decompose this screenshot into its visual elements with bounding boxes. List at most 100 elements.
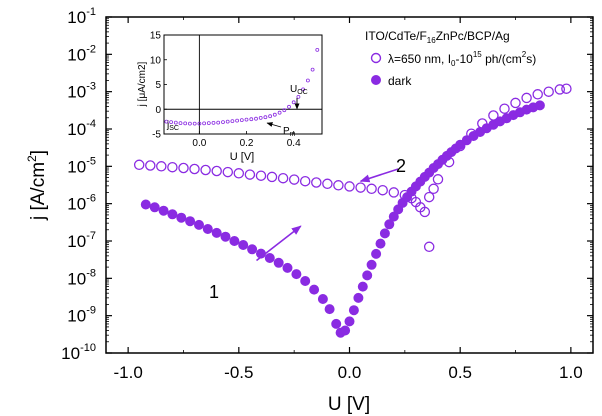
dark-point — [274, 258, 283, 267]
y-tick-labels: 10-10 10-9 10-8 10-7 10-6 10-5 10-4 10-3 10-2 10-… — [61, 6, 96, 363]
dark-point — [358, 282, 367, 291]
illuminated-point — [190, 164, 199, 173]
illuminated-point — [290, 175, 299, 184]
illuminated-point — [522, 93, 531, 102]
inset-y-tick-label: -5 — [152, 130, 161, 141]
legend-title: ITO/CdTe/F16ZnPc/BCP/Ag — [365, 29, 510, 45]
illuminated-point — [267, 172, 276, 181]
dark-point — [248, 245, 257, 254]
dark-point — [186, 217, 195, 226]
dark-point — [230, 236, 239, 245]
inset-y-tick-label: 5 — [155, 80, 161, 91]
illuminated-point — [212, 166, 221, 175]
series-dark — [141, 101, 544, 338]
annotation-arrow-1 — [257, 226, 301, 260]
illuminated-point — [533, 90, 542, 99]
inset-chart: -5 0 5 10 15 0.0 0.2 0.4 U [V] j [μA/cm2] jSC U… — [137, 31, 322, 164]
y-tick-label: 10-10 — [61, 342, 96, 363]
dark-point — [345, 317, 354, 326]
illuminated-point — [511, 98, 520, 107]
illuminated-point — [433, 175, 442, 184]
illuminated-point — [334, 181, 343, 190]
illuminated-point — [356, 183, 365, 192]
legend-title-c: ZnPc/BCP/Ag — [436, 29, 510, 43]
x-axis-label: U [V] — [328, 394, 370, 415]
dark-point — [325, 305, 334, 314]
illuminated-point — [389, 188, 398, 197]
dark-point — [168, 210, 177, 219]
dark-point — [367, 260, 376, 269]
dark-point — [212, 228, 221, 237]
dark-point — [332, 319, 341, 328]
illuminated-point — [135, 160, 144, 169]
inset-y-tick-label: 15 — [150, 31, 162, 42]
dark-point — [354, 293, 363, 302]
inset-x-tick-label: 0.2 — [240, 138, 254, 149]
illuminated-point — [168, 163, 177, 172]
legend-entry-illuminated: λ=650 nm, I0-1015 ph/(cm2s) — [388, 50, 536, 68]
legend-title-a: ITO/CdTe/F — [365, 29, 427, 43]
dark-point — [177, 213, 186, 222]
y-tick-label: 10-8 — [67, 267, 96, 288]
dark-point — [159, 206, 168, 215]
isc-sub: SC — [169, 125, 179, 132]
legend-entry-1-a: λ=650 nm, I — [388, 52, 451, 66]
illuminated-point — [179, 163, 188, 172]
y-tick-label: 10-2 — [67, 43, 96, 64]
y-tick-label: 10-1 — [67, 6, 96, 27]
arrow-label-1: 1 — [209, 282, 219, 302]
illuminated-point — [256, 171, 265, 180]
y-axis-label-close: ] — [28, 150, 49, 155]
dark-point — [363, 271, 372, 280]
illuminated-point — [201, 165, 210, 174]
legend-marker-illuminated — [372, 54, 381, 63]
dark-point — [372, 249, 381, 258]
dark-point — [265, 253, 274, 262]
illuminated-point — [429, 184, 438, 193]
dark-point — [292, 270, 301, 279]
x-tick-labels: -1.0 -0.5 0.0 0.5 1.0 — [113, 363, 582, 382]
legend-entry-1-c: -10 — [456, 52, 474, 66]
dark-point — [221, 232, 230, 241]
dark-point — [310, 285, 319, 294]
series-illuminated-outlier — [425, 242, 434, 251]
y-tick-label: 10-4 — [67, 118, 96, 139]
y-tick-label: 10-6 — [67, 193, 96, 214]
inset-x-tick-label: 0.0 — [192, 138, 206, 149]
y-tick-label: 10-7 — [67, 230, 96, 251]
dark-point — [301, 276, 310, 285]
illuminated-point — [323, 179, 332, 188]
pm-sub: m — [290, 131, 296, 138]
dark-point — [203, 224, 212, 233]
illuminated-point — [367, 184, 376, 193]
illuminated-point — [234, 169, 243, 178]
y-tick-label: 10-3 — [67, 81, 96, 102]
legend-marker-dark — [372, 76, 381, 85]
illuminated-point — [345, 182, 354, 191]
inset-x-axis-label: U [V] — [230, 151, 254, 163]
illuminated-point — [301, 177, 310, 186]
x-tick-label: 0.0 — [338, 363, 362, 382]
dark-point — [376, 239, 385, 248]
y-axis-label-main: j [A/cm — [28, 162, 49, 221]
dark-point — [318, 294, 327, 303]
illuminated-point — [378, 186, 387, 195]
arrow-label-2: 2 — [396, 156, 406, 176]
y-tick-label: 10-9 — [67, 305, 96, 326]
inset-y-axis-label: j [μA/cm2] — [137, 61, 148, 107]
legend: ITO/CdTe/F16ZnPc/BCP/Ag λ=650 nm, I0-101… — [365, 29, 536, 88]
legend-entry-1-e: ph/(cm — [482, 52, 522, 66]
dark-point — [141, 200, 150, 209]
x-tick-label: 1.0 — [559, 363, 583, 382]
legend-entry-1-g: s) — [526, 52, 536, 66]
illuminated-point — [245, 170, 254, 179]
illuminated-point — [312, 178, 321, 187]
illuminated-point — [223, 168, 232, 177]
dark-point — [341, 326, 350, 335]
y-axis-label: j [A/cm2] — [25, 150, 49, 221]
y-tick-label: 10-5 — [67, 155, 96, 176]
x-tick-label: -1.0 — [113, 363, 142, 382]
legend-entry-dark: dark — [388, 74, 412, 88]
dark-point — [239, 240, 248, 249]
dark-point — [349, 306, 358, 315]
